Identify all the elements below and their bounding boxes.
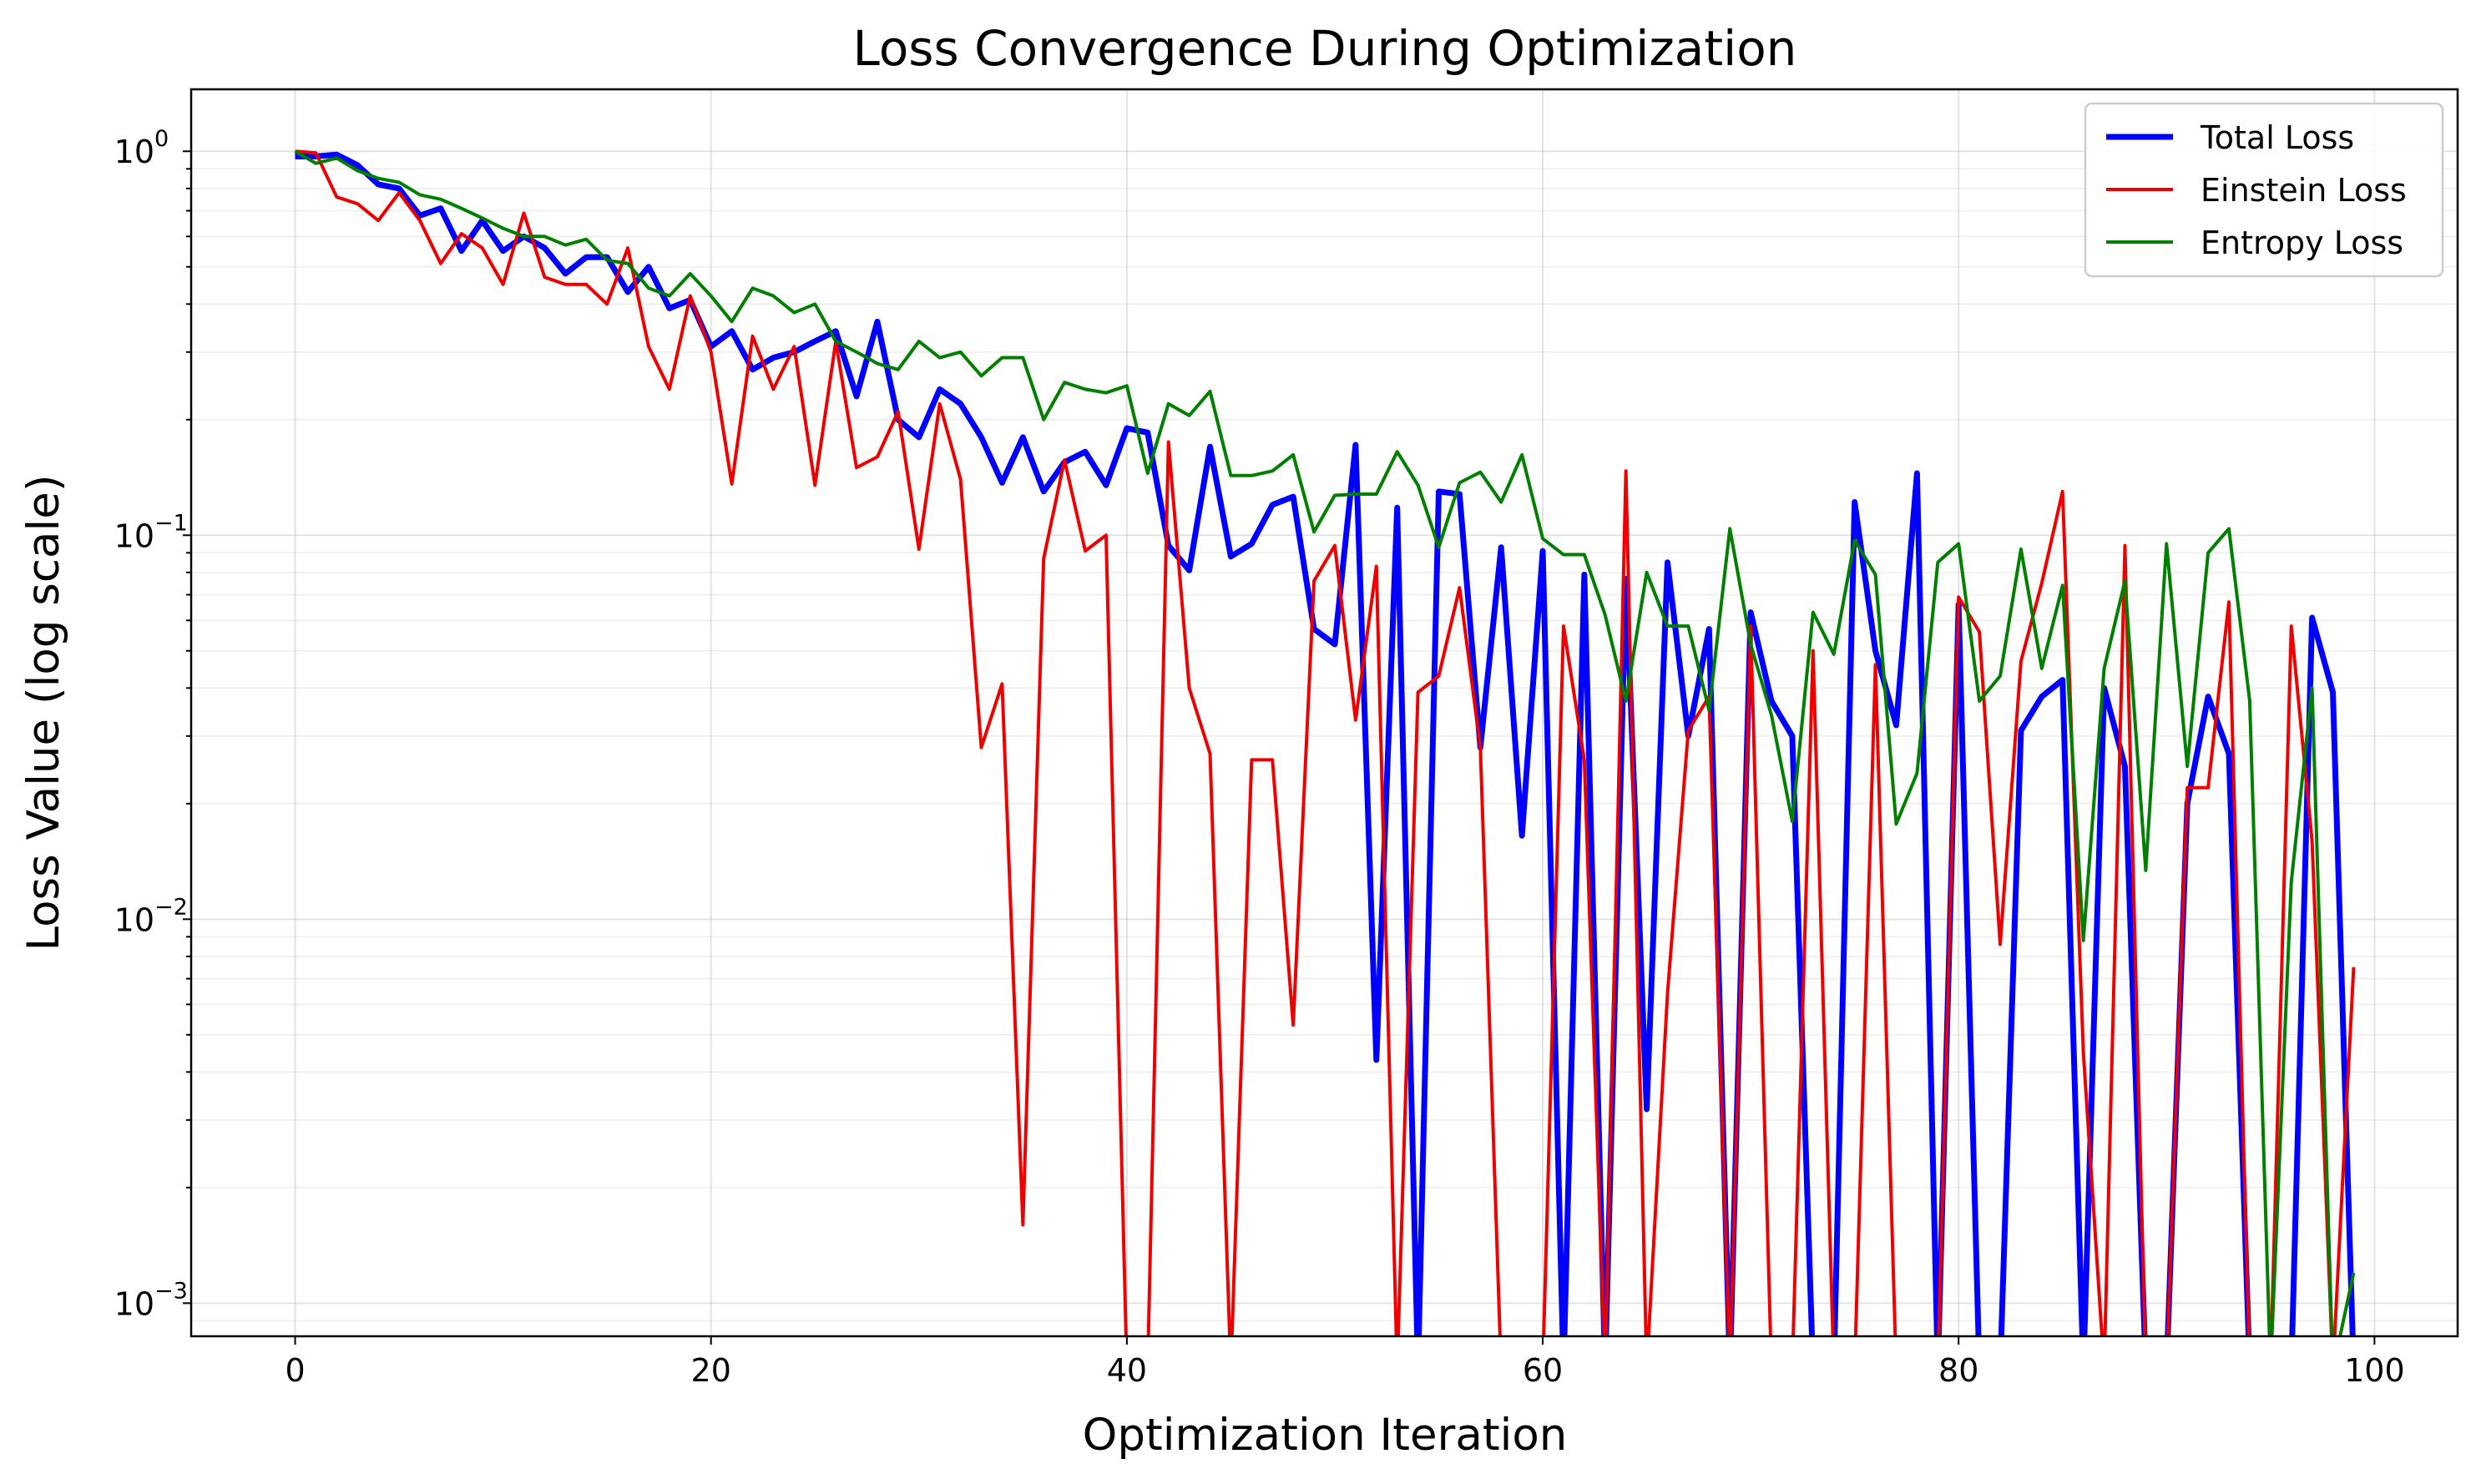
y-tick-label: 10 [114, 901, 154, 938]
y-tick-label: 10 [114, 134, 154, 170]
x-tick-label: 40 [1107, 1352, 1147, 1389]
y-tick-exponent: 0 [154, 126, 169, 152]
series-layer [294, 149, 2356, 1336]
series-line-einstein-loss [295, 149, 2356, 1336]
series-line-total-loss [295, 151, 2356, 1336]
plot-frame [189, 88, 2459, 1338]
legend-box [2084, 102, 2444, 278]
chart-title: Loss Convergence During Optimization [853, 20, 1797, 77]
legend-entries: Total Loss Einstein Loss Entropy Loss [2106, 119, 2407, 261]
x-tick-label: 0 [285, 1352, 305, 1389]
x-tick-label: 60 [1523, 1352, 1563, 1389]
x-axis-label: Optimization Iteration [1083, 1410, 1568, 1461]
y-tick-exponent: −3 [154, 1278, 188, 1304]
y-axis-label: Loss Value (log scale) [18, 474, 69, 951]
legend-label: Entropy Loss [2201, 225, 2403, 261]
legend-label: Total Loss [2200, 119, 2354, 156]
series-line-entropy-loss [294, 149, 2356, 1336]
x-tick-label: 20 [691, 1352, 731, 1389]
legend: Total Loss Einstein Loss Entropy Loss [2084, 102, 2444, 278]
y-tick-exponent: −1 [154, 510, 188, 536]
y-tick-exponent: −2 [154, 894, 188, 920]
y-tick-label: 10 [114, 517, 154, 554]
y-tick-label: 10 [114, 1285, 154, 1322]
x-tick-label: 80 [1938, 1352, 1978, 1389]
legend-label: Einstein Loss [2201, 172, 2407, 209]
x-tick-label: 100 [2344, 1352, 2405, 1389]
